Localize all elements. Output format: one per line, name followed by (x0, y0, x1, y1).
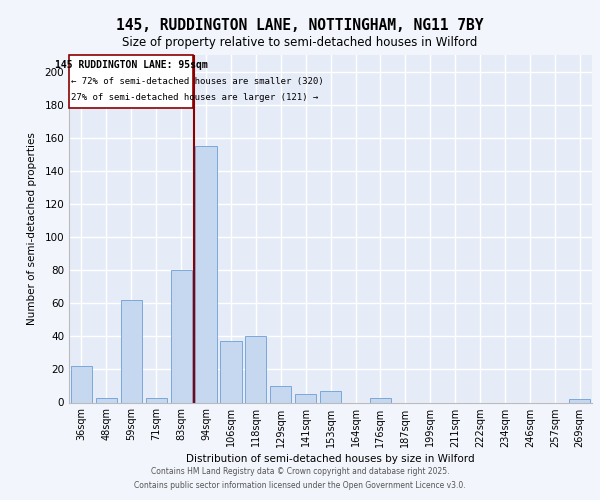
Bar (370, 398, 391, 402)
Text: Size of property relative to semi-detached houses in Wilford: Size of property relative to semi-detach… (122, 36, 478, 49)
Bar (146, 398, 167, 402)
Bar (220, 342, 242, 402)
Bar (71, 366, 92, 403)
Bar (96, 398, 117, 402)
FancyBboxPatch shape (70, 55, 193, 108)
Text: Contains HM Land Registry data © Crown copyright and database right 2025.: Contains HM Land Registry data © Crown c… (151, 467, 449, 476)
Bar (170, 270, 192, 402)
Bar (320, 391, 341, 402)
Text: 145, RUDDINGTON LANE, NOTTINGHAM, NG11 7BY: 145, RUDDINGTON LANE, NOTTINGHAM, NG11 7… (116, 18, 484, 32)
Text: ← 72% of semi-detached houses are smaller (320): ← 72% of semi-detached houses are smalle… (71, 76, 324, 86)
Text: 145 RUDDINGTON LANE: 95sqm: 145 RUDDINGTON LANE: 95sqm (55, 60, 208, 70)
Bar (245, 336, 266, 402)
Bar (295, 394, 316, 402)
Y-axis label: Number of semi-detached properties: Number of semi-detached properties (28, 132, 37, 325)
Bar (569, 399, 590, 402)
Text: Contains public sector information licensed under the Open Government Licence v3: Contains public sector information licen… (134, 481, 466, 490)
Bar (270, 386, 292, 402)
Bar (121, 300, 142, 402)
X-axis label: Distribution of semi-detached houses by size in Wilford: Distribution of semi-detached houses by … (186, 454, 475, 464)
Text: 27% of semi-detached houses are larger (121) →: 27% of semi-detached houses are larger (… (71, 93, 319, 102)
Bar (196, 146, 217, 403)
